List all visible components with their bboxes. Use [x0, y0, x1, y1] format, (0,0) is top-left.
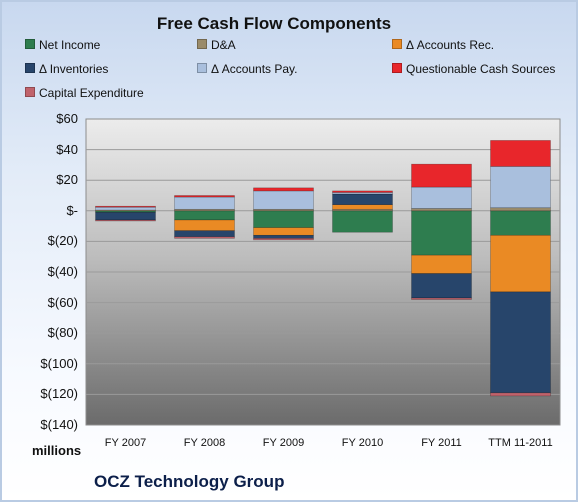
- bar-segment: [490, 140, 551, 167]
- legend-item: Capital Expenditure: [25, 86, 144, 100]
- y-tick-label: $(40): [47, 264, 78, 279]
- y-tick-label: $(140): [40, 417, 78, 432]
- legend-label: Δ Accounts Rec.: [406, 38, 495, 52]
- legend-item: Δ Accounts Pay.: [197, 62, 298, 76]
- bar-segment: [332, 204, 393, 210]
- bar-segment: [95, 212, 156, 221]
- bar-segment: [332, 208, 393, 212]
- x-tick-label: FY 2009: [263, 437, 304, 449]
- units-label: millions: [32, 443, 82, 458]
- company-name: OCZ Technology Group: [94, 472, 285, 491]
- chart-title: Free Cash Flow Components: [156, 14, 392, 33]
- bar-segment: [490, 291, 551, 394]
- bar-segment: [95, 219, 156, 222]
- bar-segment: [253, 234, 314, 239]
- bar-segment: [253, 190, 314, 210]
- y-tick-label: $-: [66, 202, 78, 218]
- bar-segment: [174, 219, 235, 231]
- bar-segment: [95, 205, 156, 208]
- legend-swatch: [392, 63, 402, 73]
- bar-segment: [411, 254, 472, 274]
- legend-swatch: [25, 87, 35, 97]
- bar-segment: [490, 392, 551, 397]
- bar-segment: [253, 187, 314, 192]
- bar-segment: [490, 210, 551, 236]
- bar-segment: [253, 227, 314, 236]
- y-tick-label: $40: [56, 141, 78, 157]
- bar-segment: [411, 163, 472, 188]
- bar-segment: [332, 190, 393, 193]
- legend-label: D&A: [211, 38, 236, 52]
- bar-segment: [332, 210, 393, 233]
- legend-label: Questionable Cash Sources: [406, 62, 556, 76]
- bar-segment: [174, 210, 235, 221]
- x-tick-label: FY 2011: [421, 437, 462, 449]
- bar-segment: [174, 196, 235, 210]
- legend-label: Capital Expenditure: [39, 86, 144, 100]
- x-tick-label: FY 2007: [105, 437, 146, 449]
- bar-segment: [174, 236, 235, 239]
- bar-segment: [490, 166, 551, 209]
- x-tick-label: FY 2010: [342, 437, 383, 449]
- legend-item: D&A: [197, 38, 236, 52]
- y-tick-label: $20: [56, 172, 78, 188]
- legend-item: Net Income: [25, 38, 100, 52]
- bar-segment: [411, 210, 472, 256]
- y-tick-label: $(60): [47, 294, 78, 310]
- bar-segment: [253, 210, 314, 228]
- y-tick-label: $(80): [47, 325, 78, 341]
- legend-label: Δ Accounts Pay.: [211, 62, 298, 76]
- legend-swatch: [197, 63, 207, 73]
- y-tick-label: $(100): [40, 355, 78, 371]
- bar-segment: [253, 238, 314, 241]
- bar-segment: [490, 234, 551, 293]
- legend-item: Δ Inventories: [25, 62, 108, 76]
- legend-label: Δ Inventories: [39, 62, 109, 76]
- legend-swatch: [25, 39, 35, 49]
- bar-segment: [411, 208, 472, 212]
- y-tick-label: $60: [56, 111, 78, 126]
- bar-segment: [411, 273, 472, 299]
- y-tick-label: $(20): [47, 233, 78, 249]
- legend-label: Net Income: [39, 38, 101, 52]
- x-tick-label: TTM 11-2011: [488, 437, 552, 449]
- y-tick-label: $(120): [40, 386, 78, 402]
- bar-segment: [332, 193, 393, 205]
- bar-segment: [174, 195, 235, 198]
- legend-item: Questionable Cash Sources: [392, 62, 555, 76]
- legend-item: Δ Accounts Rec.: [392, 38, 494, 52]
- bar-segment: [174, 230, 235, 238]
- bar-segment: [411, 186, 472, 209]
- legend-swatch: [197, 39, 207, 49]
- bar-segment: [490, 207, 551, 212]
- bar-segment: [411, 297, 472, 300]
- legend-swatch: [392, 39, 402, 49]
- x-tick-label: FY 2008: [184, 437, 225, 449]
- legend-swatch: [25, 63, 35, 73]
